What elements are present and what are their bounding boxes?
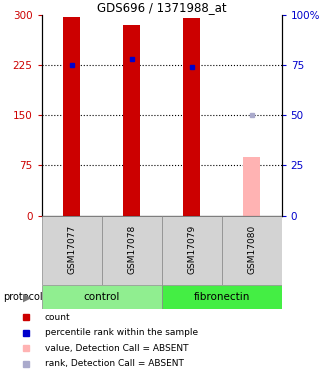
- Text: ▶: ▶: [23, 292, 31, 302]
- Text: GSM17080: GSM17080: [247, 224, 256, 273]
- Text: count: count: [45, 313, 70, 322]
- Bar: [243, 157, 260, 216]
- Text: rank, Detection Call = ABSENT: rank, Detection Call = ABSENT: [45, 359, 184, 368]
- Bar: [222, 216, 282, 285]
- Text: fibronectin: fibronectin: [193, 292, 250, 302]
- Text: GSM17078: GSM17078: [127, 224, 136, 273]
- Bar: [162, 285, 282, 309]
- Bar: [183, 18, 200, 216]
- Text: percentile rank within the sample: percentile rank within the sample: [45, 328, 198, 337]
- Bar: [123, 25, 140, 216]
- Text: protocol: protocol: [3, 292, 43, 302]
- Bar: [102, 216, 162, 285]
- Text: GSM17079: GSM17079: [187, 224, 196, 273]
- Text: value, Detection Call = ABSENT: value, Detection Call = ABSENT: [45, 344, 188, 352]
- Bar: [162, 216, 222, 285]
- Bar: [42, 285, 162, 309]
- Title: GDS696 / 1371988_at: GDS696 / 1371988_at: [97, 1, 227, 14]
- Text: GSM17077: GSM17077: [67, 224, 76, 273]
- Text: control: control: [84, 292, 120, 302]
- Bar: [42, 216, 102, 285]
- Bar: [63, 17, 80, 216]
